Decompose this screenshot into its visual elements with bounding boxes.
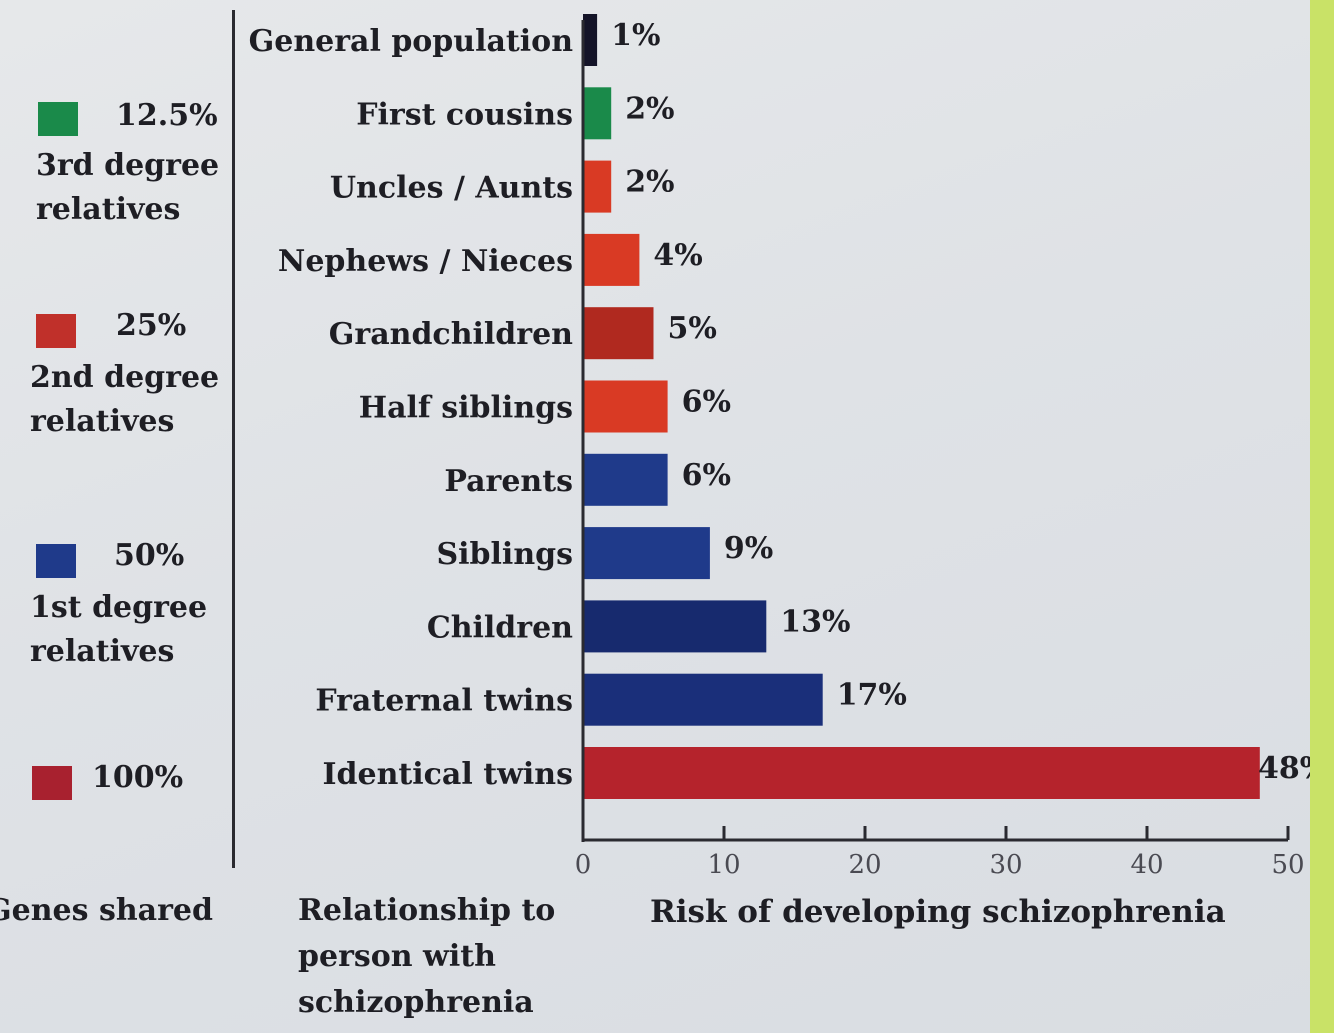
category-label: Parents [444, 464, 573, 499]
x-tick-label: 50 [1271, 850, 1304, 880]
legend-label: 3rd degree relatives [36, 148, 220, 227]
category-label: Fraternal twins [315, 684, 573, 719]
legend-title: Genes shared [0, 893, 213, 928]
bar-children [583, 600, 767, 653]
bar-fraternal-twins [583, 673, 823, 726]
value-label: 6% [682, 385, 731, 420]
x-tick-label: 40 [1130, 850, 1163, 880]
category-label: First cousins [356, 97, 573, 132]
category-label: Identical twins [323, 757, 574, 792]
value-label: 2% [625, 165, 674, 200]
category-label: Grandchildren [329, 317, 573, 352]
category-label: Children [427, 610, 573, 645]
bar-general-population [583, 14, 598, 66]
bar-parents [583, 453, 668, 506]
relationship-heading: Relationship to person with schizophreni… [298, 893, 556, 1020]
bar-identical-twins [583, 747, 1260, 799]
legend-swatch-blue [36, 544, 76, 578]
category-label: General population [249, 24, 574, 59]
x-axis-label: Risk of developing schizophrenia [650, 894, 1226, 930]
bar-half-siblings [583, 380, 668, 433]
legend-divider [232, 10, 235, 868]
value-label: 13% [780, 604, 850, 639]
value-label: 2% [625, 91, 674, 126]
bar-first-cousins [583, 87, 612, 140]
category-label: Nephews / Nieces [278, 244, 573, 279]
value-label: 5% [668, 311, 717, 346]
bar-grandchildren [583, 307, 654, 360]
value-label: 1% [611, 18, 660, 53]
category-label: Half siblings [359, 391, 573, 426]
page-edge [1310, 0, 1334, 1033]
value-label: 17% [837, 678, 907, 713]
legend-percent: 25% [116, 308, 187, 343]
legend-percent: 50% [114, 538, 185, 573]
legend-label: 2nd degree relatives [30, 360, 220, 439]
category-label: Uncles / Aunts [330, 171, 573, 206]
category-label: Siblings [436, 537, 573, 572]
bar-siblings [583, 527, 710, 580]
value-label: 6% [682, 458, 731, 493]
value-label: 4% [653, 238, 702, 273]
legend-swatch-dark-red [32, 766, 72, 800]
bar-nephews-nieces [583, 233, 640, 286]
x-tick-label: 20 [848, 850, 881, 880]
legend-percent: 12.5% [116, 98, 218, 133]
value-label: 9% [724, 531, 773, 566]
legend-swatch-red [36, 314, 76, 348]
x-tick-label: 30 [989, 850, 1022, 880]
bar-uncles-aunts [583, 160, 612, 213]
legend-percent: 100% [92, 760, 184, 795]
value-label: 48% [1258, 751, 1310, 786]
x-tick-label: 0 [575, 850, 592, 880]
legend-label: 1st degree relatives [30, 590, 208, 669]
legend-swatch-green [38, 102, 78, 136]
x-tick-label: 10 [707, 850, 740, 880]
